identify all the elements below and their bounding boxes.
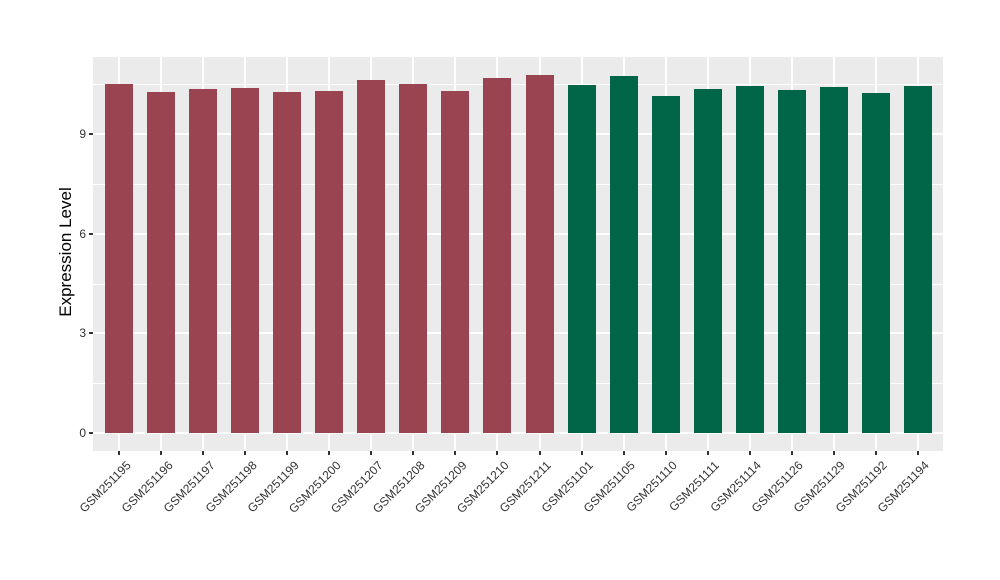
x-tick-mark (706, 451, 709, 455)
plot-panel (93, 57, 943, 451)
bar (483, 78, 512, 434)
bar (399, 84, 428, 433)
y-tick-label: 0 (79, 426, 86, 441)
bar (147, 92, 175, 433)
x-tick-mark (790, 451, 793, 455)
y-axis-title: Expression Level (56, 187, 75, 317)
x-tick-mark (580, 451, 583, 455)
major-gridline (93, 432, 943, 435)
y-tick-label: 3 (79, 326, 86, 341)
x-tick-mark (832, 451, 835, 455)
x-tick-mark (328, 451, 331, 455)
bar (525, 74, 554, 433)
bar (273, 91, 302, 433)
x-tick-mark (286, 451, 289, 455)
bar (441, 90, 470, 434)
major-gridline (93, 332, 943, 335)
major-gridline (93, 133, 943, 136)
x-tick-mark (748, 451, 751, 455)
x-tick-mark (118, 451, 120, 455)
y-tick-mark (89, 432, 93, 435)
x-tick-mark (370, 451, 373, 455)
x-tick-mark (454, 451, 457, 455)
x-tick-mark (496, 451, 499, 455)
y-tick-mark (89, 332, 93, 335)
minor-gridline (93, 383, 943, 385)
major-gridline (93, 232, 943, 235)
bar (651, 96, 680, 434)
bar (735, 86, 764, 433)
x-tick-mark (202, 451, 205, 455)
bar (567, 84, 596, 434)
bar (903, 85, 932, 434)
x-tick-mark (622, 451, 625, 455)
x-tick-mark (538, 451, 541, 455)
y-tick-label: 6 (79, 226, 86, 241)
x-tick-mark (160, 451, 163, 455)
x-tick-mark (664, 451, 667, 455)
x-tick-mark (916, 451, 919, 455)
bar (357, 80, 386, 434)
bar (693, 88, 722, 434)
bar (231, 88, 260, 433)
y-tick-label: 9 (79, 127, 86, 142)
bar (861, 93, 890, 433)
x-tick-mark (874, 451, 877, 455)
bar (819, 87, 848, 433)
y-tick-mark (89, 133, 93, 136)
minor-gridline (93, 183, 943, 185)
bar (777, 89, 806, 434)
bar (315, 91, 344, 433)
y-tick-mark (89, 232, 93, 235)
bar (189, 89, 218, 433)
minor-gridline (93, 84, 943, 86)
bar (609, 75, 638, 433)
minor-gridline (93, 283, 943, 285)
bar (105, 83, 133, 434)
x-tick-mark (244, 451, 247, 455)
x-tick-mark (412, 451, 415, 455)
